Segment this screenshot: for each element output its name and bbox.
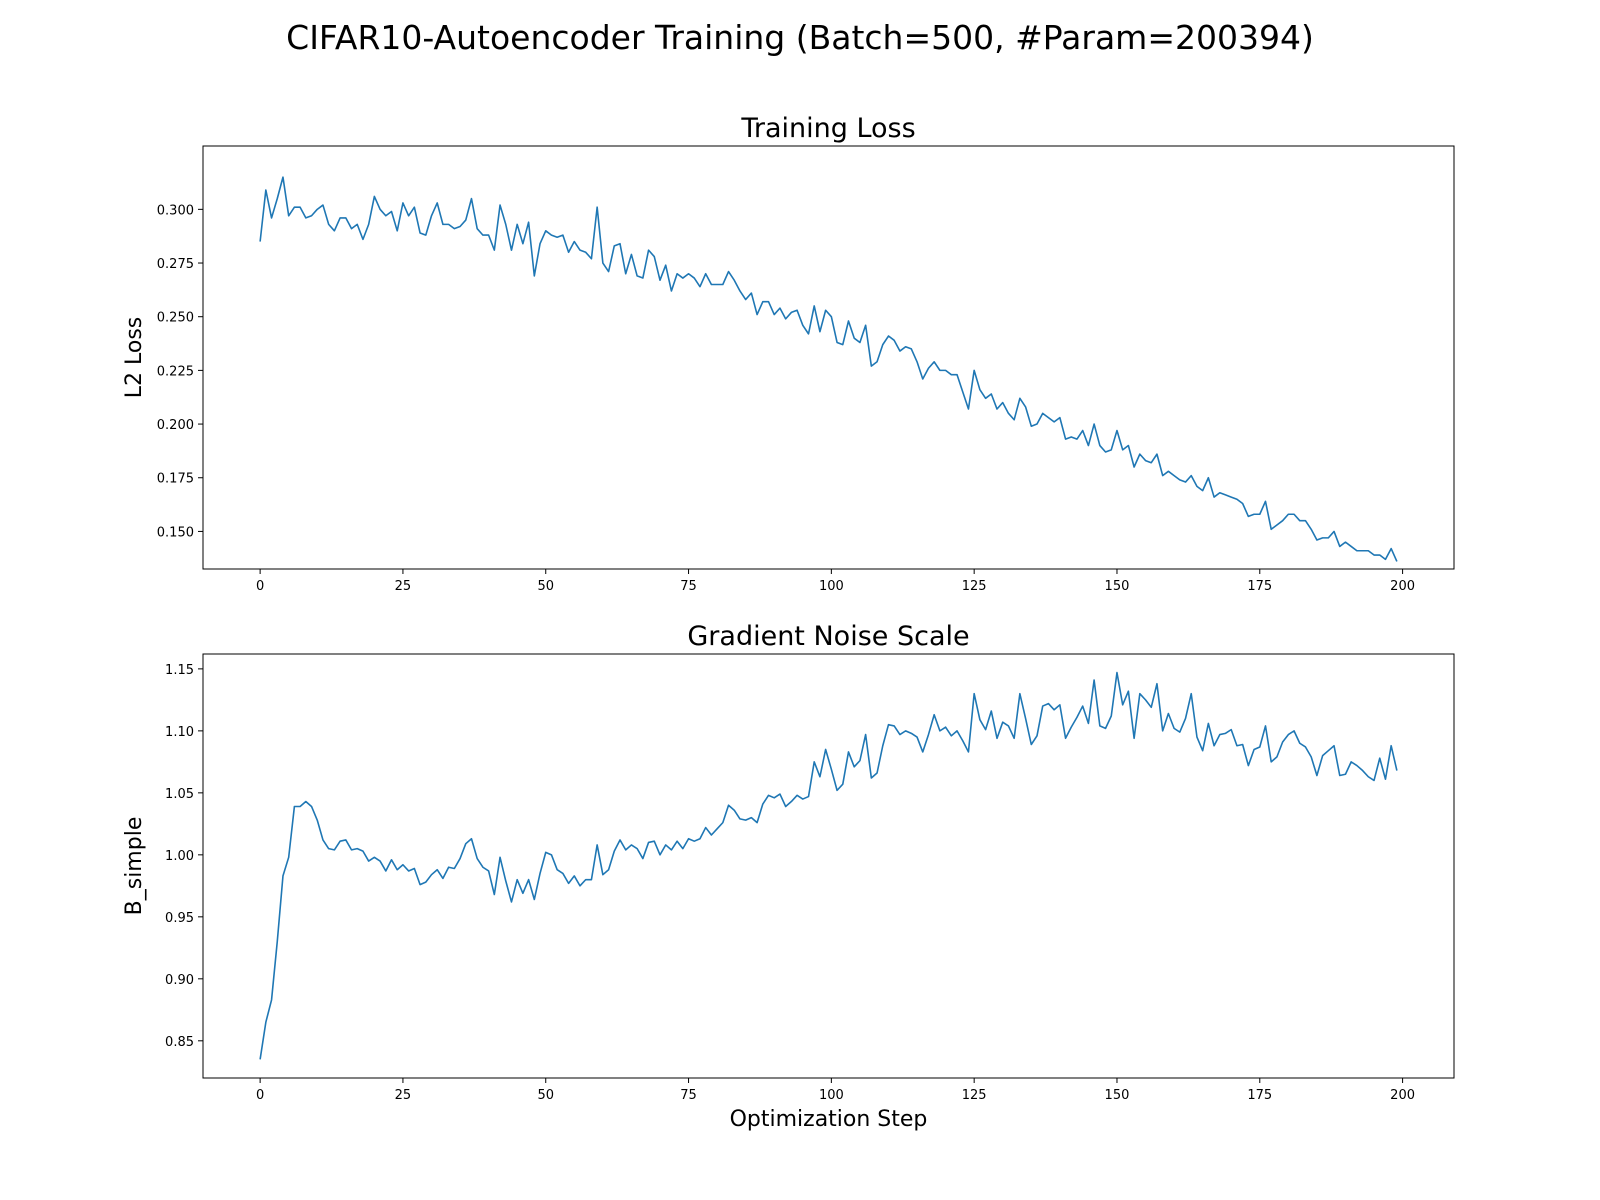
chart-panel-1: Training Loss 0 25 50 75 100 125 150 175 200 0.150… <box>122 113 1455 594</box>
y-tick-label: 0.250 <box>157 311 194 326</box>
x-tick-label: 150 <box>1105 579 1130 594</box>
y-tick-label: 1.00 <box>165 849 194 864</box>
x-tick-label: 200 <box>1390 1088 1415 1103</box>
x-tick-label: 125 <box>962 579 987 594</box>
y-tick-label: 0.275 <box>157 257 194 272</box>
plot-frame <box>202 653 1455 1079</box>
x-tick-label: 200 <box>1390 579 1415 594</box>
x-tick-label: 0 <box>256 1088 264 1103</box>
x-axis-title: Optimization Step <box>730 1107 928 1132</box>
y-tick-label: 0.150 <box>157 525 194 540</box>
y-tick-label: 0.85 <box>165 1035 194 1050</box>
y-tick-label: 0.95 <box>165 911 194 926</box>
y-tick-label: 1.05 <box>165 787 194 802</box>
figure-title: CIFAR10-Autoencoder Training (Batch=500,… <box>286 18 1314 57</box>
y-tick-label: 0.90 <box>165 973 194 988</box>
chart-title: Gradient Noise Scale <box>687 621 969 652</box>
y-tick-label: 1.10 <box>165 725 194 740</box>
y-tick-label: 1.15 <box>165 663 194 678</box>
y-tick-label: 0.300 <box>157 203 194 218</box>
x-tick-label: 125 <box>962 1088 987 1103</box>
y-axis-title: B_simple <box>122 817 147 916</box>
x-tick-label: 75 <box>680 579 697 594</box>
x-tick-label: 175 <box>1247 1088 1272 1103</box>
x-tick-label: 0 <box>256 579 264 594</box>
x-tick-label: 75 <box>680 1088 697 1103</box>
y-tick-label: 0.200 <box>157 418 194 433</box>
y-axis-title: L2 Loss <box>122 317 147 399</box>
y-tick-label: 0.225 <box>157 364 194 379</box>
x-tick-label: 150 <box>1105 1088 1130 1103</box>
chart-title: Training Loss <box>740 113 915 144</box>
x-tick-label: 175 <box>1247 579 1272 594</box>
series-line <box>259 671 1398 1060</box>
x-tick-label: 50 <box>537 1088 554 1103</box>
x-tick-label: 100 <box>819 579 844 594</box>
x-tick-label: 25 <box>395 579 412 594</box>
x-tick-label: 50 <box>537 579 554 594</box>
chart-panel-2: Gradient Noise Scale 0 25 50 75 100 125 150 175 2… <box>122 621 1455 1132</box>
y-tick-label: 0.175 <box>157 472 194 487</box>
plot-frame <box>202 145 1455 570</box>
series-line <box>259 176 1398 562</box>
x-tick-label: 25 <box>395 1088 412 1103</box>
x-tick-label: 100 <box>819 1088 844 1103</box>
